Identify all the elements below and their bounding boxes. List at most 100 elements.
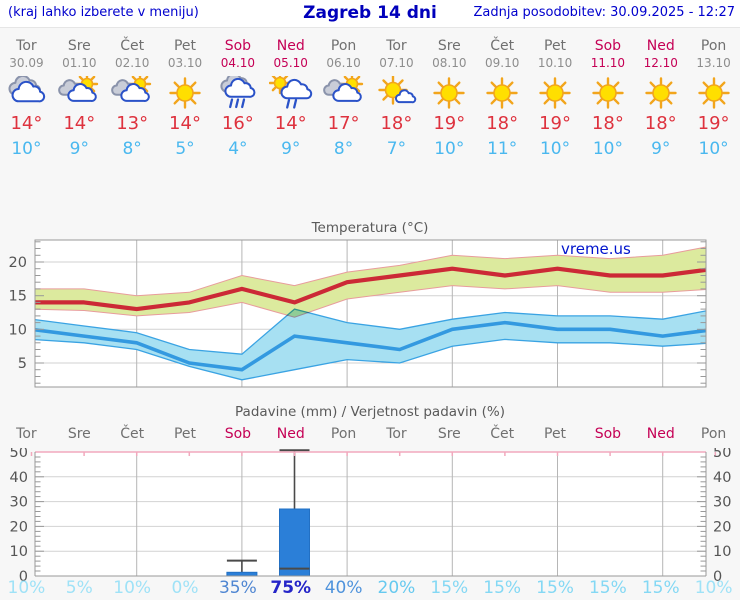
precip-plot-background	[35, 452, 706, 576]
high-temperature: 14°	[63, 113, 96, 134]
day-name: Sre	[67, 38, 91, 54]
forecast-day-3-pet[interactable]: Pet 03.10 14° 5°	[159, 28, 212, 170]
precip-probability-3: 0%	[171, 578, 199, 598]
day-name: Pet	[544, 38, 567, 54]
sunny-icon	[539, 77, 571, 109]
precip-day-label-0: Tor	[16, 426, 37, 442]
sunny-icon	[697, 77, 730, 109]
high-temperature: 18°	[486, 113, 519, 134]
forecast-day-6-pon[interactable]: Pon 06.10 17° 8°	[317, 28, 370, 170]
day-date: 04.10	[220, 56, 256, 70]
precip-day-label-4: Sob	[224, 426, 252, 442]
page-header: (kraj lahko izberete v meniju) Zagreb 14…	[0, 0, 740, 28]
forecast-day-8-sre[interactable]: Sre 08.10 19° 10°	[423, 28, 476, 170]
svg-text:30: 30	[713, 495, 731, 511]
sun-cloud-icon	[111, 76, 152, 102]
precip-probability-13: 10%	[694, 578, 733, 598]
svg-text:0: 0	[19, 569, 28, 582]
precip-probability-8: 15%	[430, 578, 469, 598]
precip-probability-0: 10%	[7, 578, 46, 598]
day-date: 01.10	[62, 56, 97, 70]
sunny-icon	[592, 77, 624, 109]
forecast-day-7-tor[interactable]: Tor 07.10 18° 7°	[370, 28, 423, 170]
low-temperature: 4°	[228, 139, 248, 159]
forecast-day-12-ned[interactable]: Ned 12.10 18° 9°	[634, 28, 687, 170]
high-temperature: 13°	[116, 113, 149, 134]
precip-day-label-10: Pet	[544, 426, 567, 442]
svg-text:15: 15	[9, 289, 27, 305]
day-name: Tor	[16, 38, 37, 54]
precip-day-label-11: Sob	[594, 426, 622, 442]
forecast-day-4-sob[interactable]: Sob 04.10 16° 4°	[211, 28, 264, 170]
menu-hint[interactable]: (kraj lahko izberete v meniju)	[8, 5, 199, 20]
sun-cloud-icon	[322, 76, 363, 102]
low-temperature: 9°	[651, 139, 671, 159]
day-date: 08.10	[432, 56, 467, 70]
day-name: Pon	[700, 38, 727, 54]
precip-axis-labels: 0 0 10 10 20 20 30 30 40 40 50 50	[10, 448, 732, 582]
low-temperature: 8°	[122, 139, 142, 159]
precip-day-label-3: Pet	[173, 426, 197, 442]
temp-axis-ticks	[35, 241, 706, 384]
sunny-icon	[486, 77, 518, 109]
day-name: Sre	[437, 38, 461, 54]
forecast-day-10-pet[interactable]: Pet 10.10 19° 10°	[529, 28, 582, 170]
precip-probability-10: 15%	[536, 578, 574, 598]
vreme-us-watermark[interactable]: vreme.us	[561, 240, 631, 258]
temperature-chart-title: Temperatura (°C)	[311, 220, 429, 236]
forecast-day-11-sob[interactable]: Sob 11.10 18° 10°	[581, 28, 634, 170]
day-name: Čet	[490, 38, 515, 54]
low-temperature: 10°	[11, 139, 42, 159]
svg-text:30: 30	[10, 495, 28, 511]
forecast-strip: Tor 30.09 14° 10° Sre 01.10 14° 9° Čet 02.10 13° 8°…	[0, 28, 740, 170]
svg-text:50: 50	[713, 448, 731, 461]
high-temperature: 17°	[327, 113, 360, 134]
day-weather-icon	[480, 76, 524, 110]
svg-text:40: 40	[10, 470, 28, 486]
low-temp-line	[35, 320, 706, 372]
precip-day-label-7: Tor	[386, 426, 407, 442]
svg-text:5: 5	[18, 356, 27, 372]
day-date: 11.10	[590, 56, 626, 70]
precip-probability-2: 10%	[113, 578, 152, 598]
day-weather-icon	[533, 76, 577, 110]
forecast-day-9-čet[interactable]: Čet 09.10 18° 11°	[476, 28, 529, 170]
day-name: Čet	[120, 38, 145, 54]
day-date: 09.10	[484, 56, 520, 70]
day-weather-icon	[639, 76, 683, 110]
day-date: 06.10	[326, 56, 361, 70]
day-weather-icon	[374, 76, 418, 110]
precip-probability-4: 35%	[218, 578, 257, 598]
high-temperature: 14°	[10, 113, 43, 134]
low-temperature: 5°	[175, 139, 195, 159]
day-weather-icon	[268, 76, 313, 110]
precip-day-label-9: Čet	[490, 426, 515, 442]
low-temperature: 7°	[386, 139, 407, 159]
precip-day-label-6: Pon	[330, 426, 357, 442]
precip-probability-6: 40%	[324, 578, 363, 598]
day-date: 05.10	[273, 56, 308, 70]
forecast-day-13-pon[interactable]: Pon 13.10 19° 10°	[687, 28, 740, 170]
forecast-day-1-sre[interactable]: Sre 01.10 14° 9°	[53, 28, 106, 170]
svg-text:0: 0	[713, 569, 722, 582]
high-temperature: 18°	[591, 113, 624, 134]
low-temperature: 10°	[698, 139, 729, 159]
precip-plot-border	[30, 451, 717, 577]
day-weather-icon	[110, 76, 154, 110]
day-name: Pet	[173, 38, 197, 54]
day-name: Tor	[386, 38, 407, 54]
day-date: 12.10	[643, 56, 678, 70]
day-date: 13.10	[696, 56, 731, 70]
forecast-day-5-ned[interactable]: Ned 05.10 14° 9°	[264, 28, 317, 170]
rain-bars	[226, 449, 310, 577]
day-weather-icon	[692, 76, 736, 110]
high-temperature: 14°	[169, 113, 201, 134]
forecast-day-0-tor[interactable]: Tor 30.09 14° 10°	[0, 28, 53, 170]
sun-cloud-icon	[58, 76, 99, 102]
low-temperature: 9°	[281, 139, 301, 159]
sunny-icon	[645, 77, 677, 109]
precip-day-label-2: Čet	[120, 426, 145, 442]
day-weather-icon	[427, 76, 471, 110]
low-temperature: 10°	[592, 139, 623, 159]
forecast-day-2-čet[interactable]: Čet 02.10 13° 8°	[106, 28, 159, 170]
